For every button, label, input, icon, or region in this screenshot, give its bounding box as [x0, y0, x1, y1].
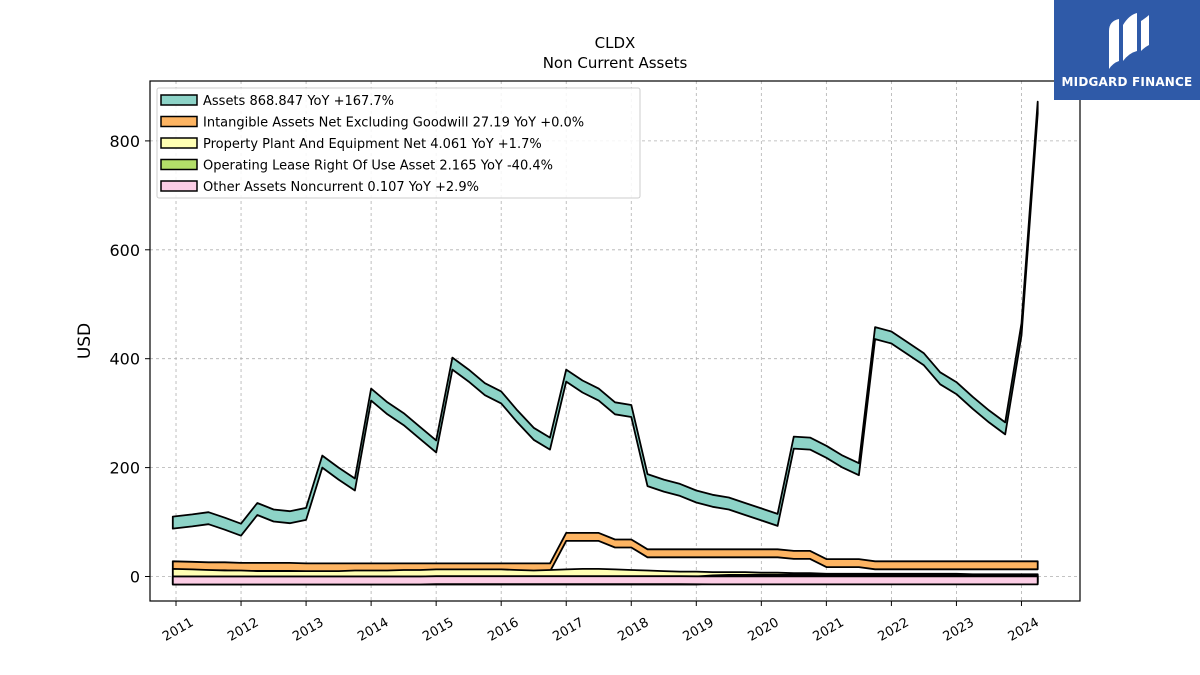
legend-swatch	[160, 137, 198, 149]
x-tick-label: 2014	[355, 615, 391, 645]
legend-label: Property Plant And Equipment Net 4.061 Y…	[203, 137, 542, 152]
legend-box	[156, 87, 641, 199]
midgard-finance-logo: MIDGARD FINANCE	[1054, 0, 1200, 100]
chart-subtitle: Non Current Assets	[543, 54, 688, 72]
legend-swatch	[160, 115, 198, 128]
x-tick-label: 2020	[745, 615, 781, 645]
x-tick-label: 2021	[811, 615, 847, 645]
legend-swatch	[160, 94, 198, 106]
series-area-5	[171, 575, 1039, 586]
y-tick-label: 400	[109, 350, 140, 369]
chart-title: CLDX	[595, 34, 636, 52]
x-tick-label: 2024	[1006, 615, 1042, 645]
series-area-1	[171, 100, 1039, 537]
y-tick-label: 800	[109, 132, 140, 151]
series-areas	[171, 100, 1039, 586]
y-tick-label: 0	[130, 567, 140, 586]
legend-swatch	[160, 158, 198, 171]
legend-label: Intangible Assets Net Excluding Goodwill…	[203, 116, 584, 131]
legend-swatch	[160, 180, 198, 192]
x-tick-label: 2015	[420, 615, 456, 645]
plot-frame	[149, 80, 1081, 602]
y-tick-label: 600	[109, 241, 140, 260]
legend: Assets 868.847 YoY +167.7% Intangible Ass…	[156, 87, 641, 199]
x-tick-label: 2011	[160, 615, 196, 645]
x-tick-label: 2017	[550, 615, 586, 645]
legend-label: Assets 868.847 YoY +167.7%	[203, 94, 394, 109]
series-area-2	[171, 532, 1039, 573]
y-tick-label: 200	[109, 459, 140, 478]
logo-text: MIDGARD FINANCE	[1061, 75, 1193, 89]
x-tick-label: 2013	[290, 615, 326, 645]
x-tick-label: 2022	[876, 615, 912, 645]
legend-label: Other Assets Noncurrent 0.107 YoY +2.9%	[203, 180, 479, 195]
x-tick-label: 2019	[680, 615, 716, 645]
x-tick-label: 2018	[615, 615, 651, 645]
legend-label: Operating Lease Right Of Use Asset 2.165…	[203, 159, 553, 174]
x-tick-label: 2023	[941, 615, 977, 645]
y-axis-label: USD	[75, 323, 95, 359]
logo-mark-icon	[1109, 13, 1149, 69]
x-tick-label: 2016	[485, 615, 521, 645]
x-tick-label: 2012	[225, 615, 261, 645]
